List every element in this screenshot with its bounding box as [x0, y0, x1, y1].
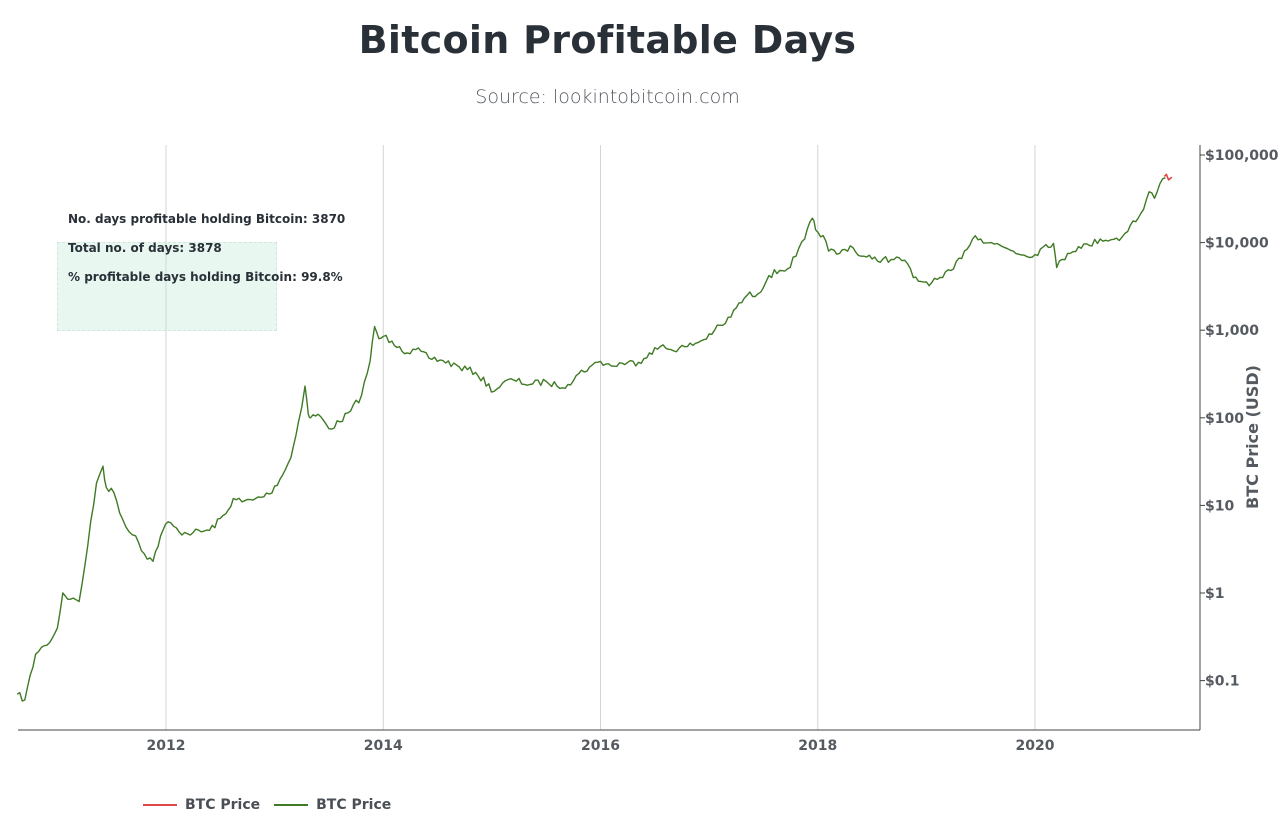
legend-swatch-green [274, 804, 309, 806]
y-tick-label: $0.1 [1205, 674, 1240, 690]
btc-price-line-red [1163, 173, 1173, 181]
legend: BTC Price BTC Price [143, 797, 405, 813]
stat-percent-profitable: % profitable days holding Bitcoin: 99.8% [68, 270, 343, 284]
stat-days-profitable: No. days profitable holding Bitcoin: 387… [68, 212, 346, 226]
y-tick-label: $100 [1205, 411, 1244, 427]
x-tick-label: 2016 [581, 738, 620, 754]
chart-subtitle: Source: lookintobitcoin.com [475, 86, 740, 108]
legend-item-btc-price-red[interactable]: BTC Price [143, 797, 260, 813]
x-tick-label: 2018 [798, 738, 837, 754]
x-axis-ticks: 2012 2014 2016 2018 2020 [147, 738, 1055, 754]
grid-lines [165, 145, 1036, 730]
btc-price-line-green [16, 177, 1166, 702]
legend-swatch-red [143, 804, 177, 806]
stat-total-days: Total no. of days: 3878 [68, 241, 222, 255]
y-tick-label: $10 [1205, 498, 1234, 514]
y-tick-label: $1 [1205, 586, 1224, 602]
y-axis-ticks: $0.1 $1 $10 $100 $1,000 $10,000 $100,000 [1200, 148, 1279, 690]
legend-label: BTC Price [185, 797, 261, 813]
x-tick-label: 2014 [364, 738, 403, 754]
y-tick-label: $10,000 [1205, 236, 1269, 252]
y-tick-label: $100,000 [1205, 148, 1279, 164]
stats-box [57, 242, 277, 331]
chart-title: Bitcoin Profitable Days [358, 18, 857, 62]
y-tick-label: $1,000 [1205, 323, 1259, 339]
legend-label: BTC Price [316, 797, 392, 813]
x-tick-label: 2012 [147, 738, 186, 754]
series-group [16, 173, 1173, 702]
y-axis-label: BTC Price (USD) [1243, 365, 1262, 509]
legend-item-btc-price-green[interactable]: BTC Price [274, 797, 391, 813]
x-tick-label: 2020 [1016, 738, 1055, 754]
